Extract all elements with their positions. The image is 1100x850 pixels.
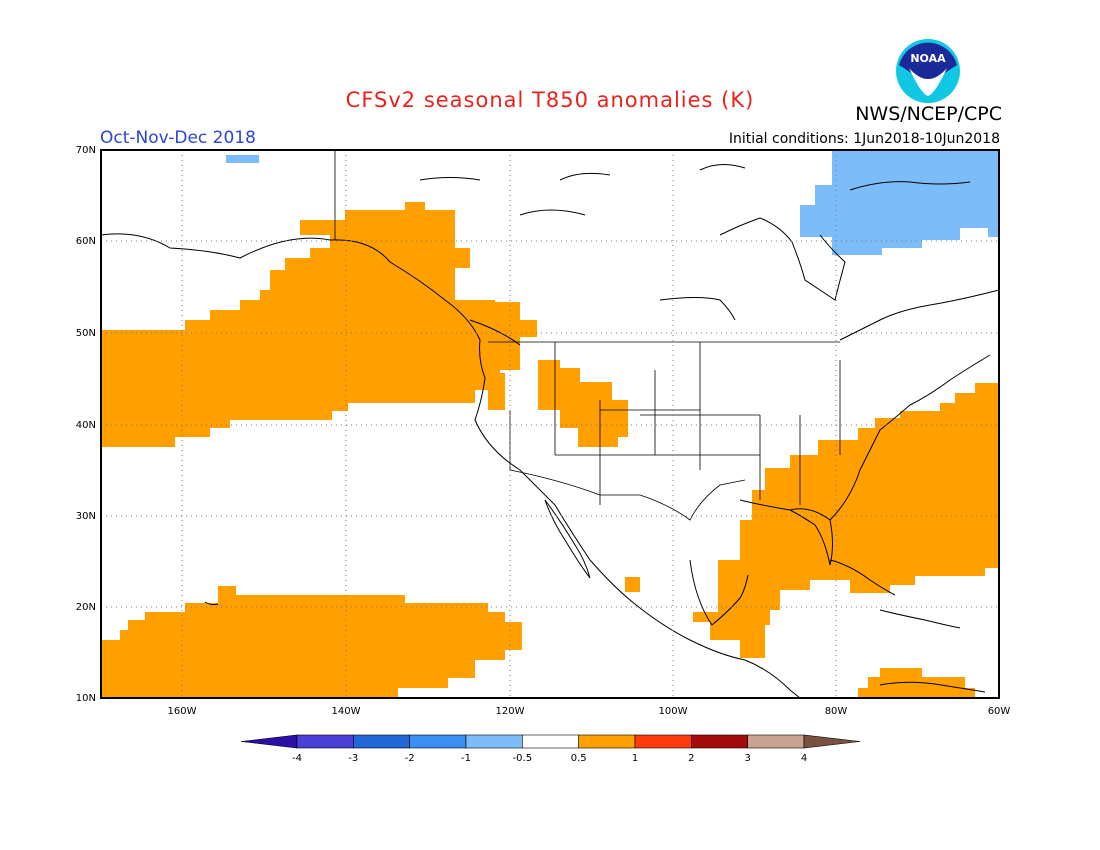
- colorbar-label: 0.5: [571, 753, 587, 764]
- lat-label: 50N: [76, 328, 96, 339]
- warm-anomaly-east-gulf: [693, 383, 999, 658]
- colorbar-label: -1: [461, 753, 471, 764]
- colorbar-label: 4: [801, 753, 807, 764]
- colorbar-arrow-low: [240, 734, 298, 749]
- colorbar-label: -4: [292, 753, 302, 764]
- noaa-logo: NOAA: [896, 39, 960, 103]
- longitude-axis: 160W 140W 120W 100W 80W 60W: [168, 706, 1011, 717]
- colorbar-swatch: [691, 734, 748, 749]
- noaa-logo-text: NOAA: [910, 52, 946, 65]
- lon-label: 140W: [332, 706, 361, 717]
- lon-label: 160W: [168, 706, 197, 717]
- colorbar-swatch: [465, 734, 523, 749]
- map-plot-area: [100, 149, 1000, 699]
- colorbar-label: -3: [348, 753, 358, 764]
- season-label: Oct-Nov-Dec 2018: [100, 128, 256, 148]
- colorbar-label: 2: [688, 753, 694, 764]
- lat-label: 70N: [76, 145, 96, 156]
- lat-label: 20N: [76, 602, 96, 613]
- cool-anomaly-hudson-labrador: [800, 150, 999, 255]
- lon-label: 60W: [988, 706, 1011, 717]
- cool-anomaly-bering-cell: [226, 155, 259, 163]
- colorbar-swatch: [578, 734, 636, 749]
- map-title: CFSv2 seasonal T850 anomalies (K): [345, 88, 755, 112]
- colorbar-swatch: [522, 734, 579, 749]
- colorbar: -4 -3 -2 -1 -0.5 0.5 1 2 3 4: [240, 734, 861, 764]
- colorbar-swatch: [634, 734, 692, 749]
- colorbar-label: 3: [744, 753, 750, 764]
- colorbar-swatch: [409, 734, 467, 749]
- colorbar-swatch: [353, 734, 410, 749]
- warm-anomaly-mexico-cell: [625, 577, 640, 592]
- colorbar-swatch: [296, 734, 354, 749]
- lon-label: 120W: [496, 706, 525, 717]
- political-boundaries: [334, 150, 841, 521]
- map-frame: [100, 149, 1000, 699]
- lon-label: 80W: [825, 706, 848, 717]
- colorbar-swatch: [747, 734, 805, 749]
- colorbar-arrow-high: [803, 734, 861, 749]
- latitude-axis: 70N 60N 50N 40N 30N 20N 10N: [76, 145, 96, 704]
- lat-label: 30N: [76, 511, 96, 522]
- colorbar-label: -2: [405, 753, 415, 764]
- lat-label: 60N: [76, 236, 96, 247]
- warm-anomaly-intermountain-west: [488, 360, 628, 447]
- colorbar-label: -0.5: [513, 753, 533, 764]
- colorbar-label: 1: [632, 753, 638, 764]
- agency-label: NWS/NCEP/CPC: [855, 103, 1002, 125]
- warm-anomaly-north-pacific: [101, 202, 537, 447]
- coastlines: [100, 164, 1000, 699]
- warm-anomaly-tropical-pacific: [101, 586, 522, 697]
- lat-label: 40N: [76, 420, 96, 431]
- lon-label: 100W: [659, 706, 688, 717]
- lat-label: 10N: [76, 693, 96, 704]
- initial-conditions-label: Initial conditions: 1Jun2018-10Jun2018: [728, 131, 1000, 147]
